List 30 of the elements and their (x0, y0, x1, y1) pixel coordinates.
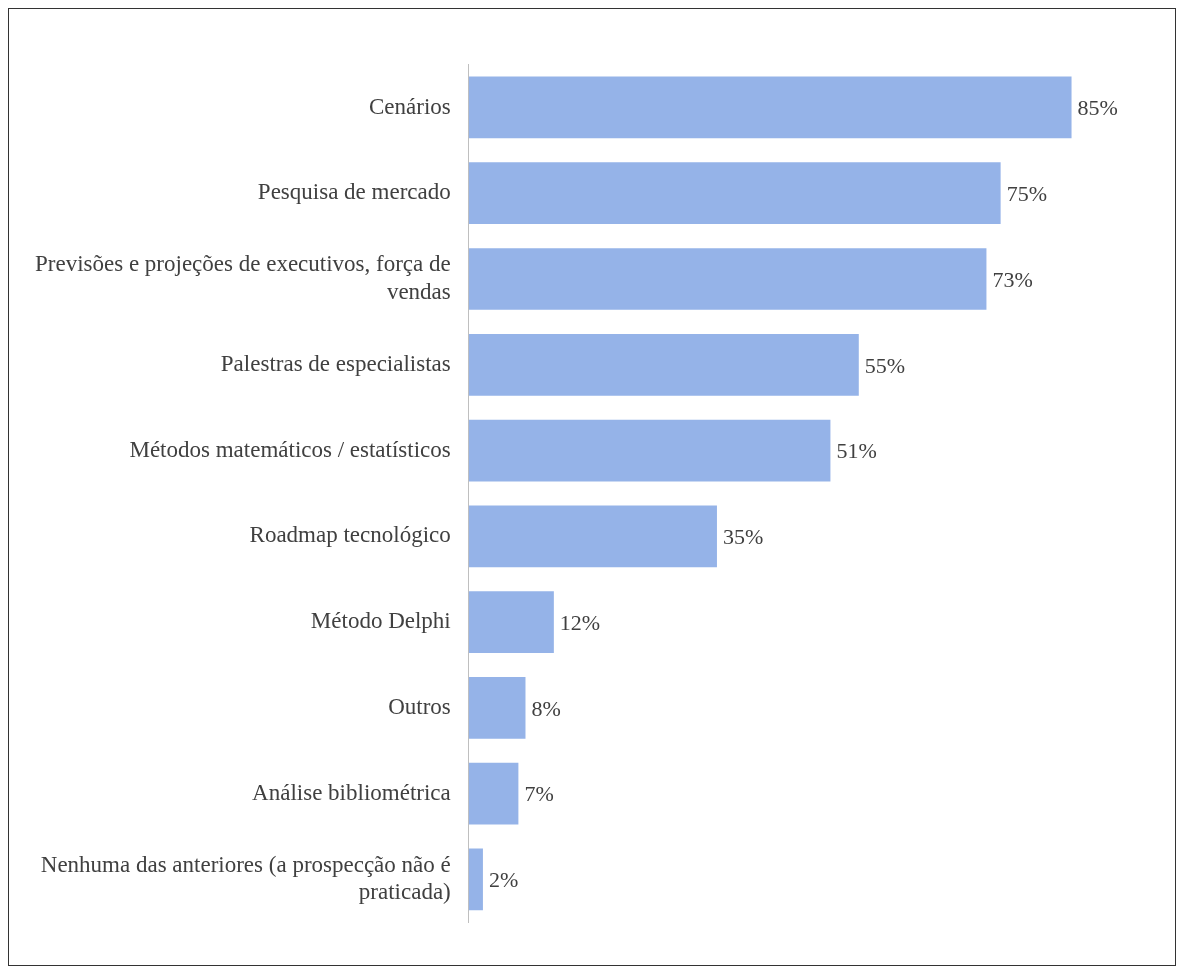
bar (468, 76, 1072, 139)
bar (468, 591, 554, 653)
y-tick-label: Análise bibliométrica (252, 779, 451, 805)
data-label: 12% (559, 609, 601, 635)
data-label: 85% (1077, 95, 1118, 121)
data-label: 73% (992, 266, 1033, 292)
y-tick-label: Método Delphi (310, 608, 451, 634)
data-label: 75% (1006, 181, 1047, 207)
y-tick-label: Roadmap tecnológico (249, 522, 451, 548)
bar (468, 848, 483, 911)
bar (468, 762, 519, 825)
data-label: 55% (864, 352, 906, 378)
y-tick-label: Cenários (368, 93, 451, 119)
bar (468, 333, 859, 396)
data-label: 8% (531, 695, 561, 721)
data-label: 7% (524, 781, 554, 807)
bar (468, 162, 1001, 225)
y-tick-label: Pesquisa de mercado (257, 179, 451, 205)
bar (468, 419, 831, 482)
y-tick-label: Outros (388, 693, 451, 719)
y-tick-label: Previsões e projeções de executivos, força de vendas (34, 251, 451, 304)
y-tick-label: Nenhuma das anteriores (a prospecção não é praticada) (40, 851, 451, 905)
bar (468, 676, 526, 739)
bar (468, 248, 987, 310)
y-tick-label: Métodos matemáticos / estatísticos (129, 436, 451, 462)
data-label: 51% (836, 438, 877, 464)
y-tick-label: Palestras de especialistas (220, 350, 451, 376)
data-label: 2% (488, 867, 519, 893)
bar (468, 505, 717, 568)
data-label: 35% (722, 524, 764, 550)
